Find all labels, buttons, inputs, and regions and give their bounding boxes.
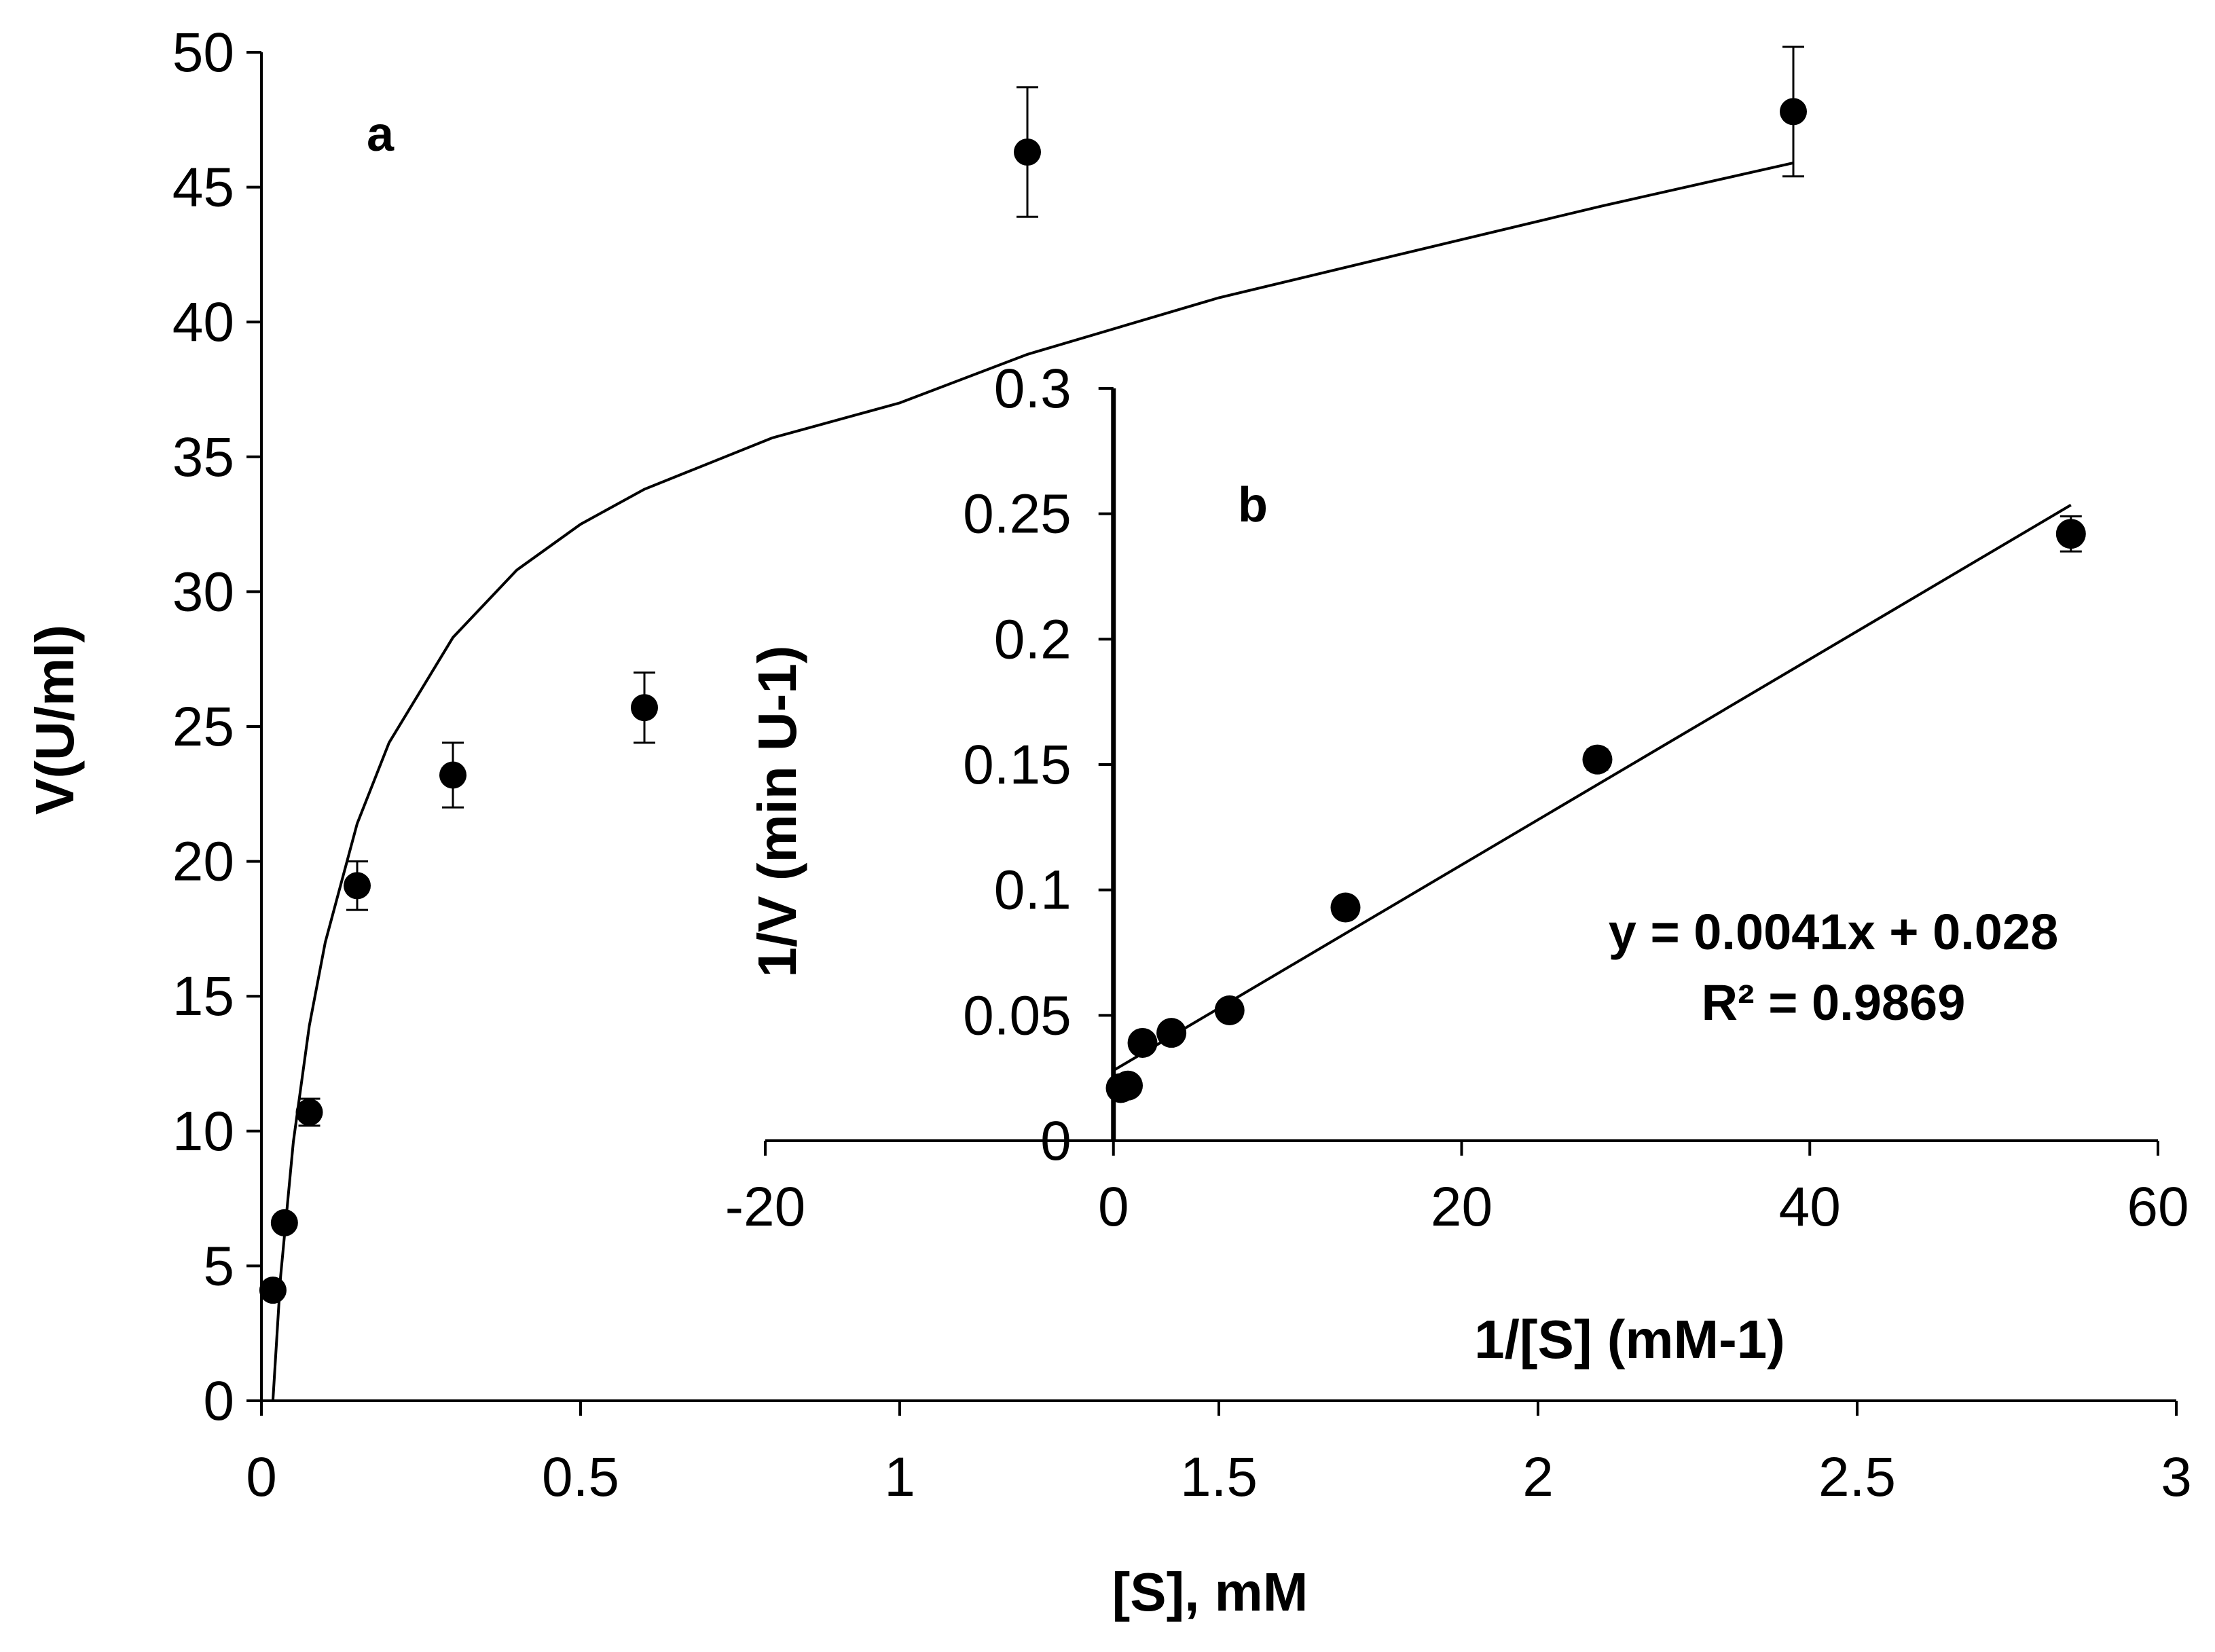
panel-a-points bbox=[259, 45, 1807, 1304]
panel-a-y-tick-label: 0 bbox=[203, 1370, 234, 1432]
panel-a-y-tick-label: 45 bbox=[172, 157, 234, 219]
panel-b-y-tick-label: 0.05 bbox=[963, 985, 1072, 1046]
panel-b-data-point bbox=[1214, 995, 1245, 1025]
panel-a-data-point bbox=[295, 1098, 323, 1126]
panel-b-x-tick-label: 40 bbox=[1779, 1176, 1841, 1238]
panel-b-x-tick-label: 0 bbox=[1098, 1176, 1129, 1238]
panel-a-x-tick-label: 0 bbox=[246, 1446, 277, 1508]
panel-a-ticks: 0 5 10 15 20 25 30 35 40 45 50 0 0.5 1 1.5 2 2.5 3 bbox=[172, 22, 2192, 1508]
panel-b-x-axis-title: 1/[S] (mM-1) bbox=[1474, 1309, 1785, 1370]
panel-a-data-point bbox=[1780, 98, 1807, 126]
panel-a-data-point bbox=[344, 872, 371, 900]
panel-b-trendline bbox=[1112, 504, 2072, 1072]
panel-b-x-tick-label: 60 bbox=[2127, 1176, 2189, 1238]
panel-a-data-point bbox=[439, 761, 466, 789]
panel-b-y-tick-label: 0.1 bbox=[994, 860, 1072, 921]
panel-a-x-tick-label: 1 bbox=[884, 1446, 915, 1508]
panel-b-data-point bbox=[2055, 519, 2086, 549]
panel-a-y-tick-label: 25 bbox=[172, 696, 234, 758]
panel-b-y-axis-title: 1/V (min U-1) bbox=[747, 646, 807, 978]
panel-a-y-tick-label: 30 bbox=[172, 561, 234, 623]
panel-a-y-tick-label: 10 bbox=[172, 1101, 234, 1162]
panel-a: 0 5 10 15 20 25 30 35 40 45 50 0 0.5 1 1.5 2 2.5 3 a [S],… bbox=[24, 22, 2192, 1622]
panel-a-data-point bbox=[259, 1277, 287, 1304]
panel-b-y-tick-label: 0.3 bbox=[994, 358, 1072, 420]
panel-b-data-point bbox=[1113, 1070, 1143, 1101]
trendline-equation: y = 0.0041x + 0.028 bbox=[1609, 904, 2059, 960]
panel-b-inset: 00.050.10.150.20.250.3-20 0 20 40 60 b y = 0… bbox=[725, 358, 2189, 1370]
panel-b-data-point bbox=[1156, 1018, 1187, 1048]
panel-b-label: b bbox=[1238, 478, 1268, 532]
panel-a-data-point bbox=[631, 694, 658, 722]
panel-a-y-tick-label: 15 bbox=[172, 966, 234, 1027]
panel-b-x-tick-label: 20 bbox=[1431, 1176, 1493, 1238]
panel-a-fit-curve bbox=[271, 161, 1794, 1401]
panel-a-data-point bbox=[270, 1209, 298, 1236]
panel-b-y-tick-label: 0.15 bbox=[963, 734, 1072, 796]
panel-b-ticks: 00.050.10.150.20.250.3-20 0 20 40 60 bbox=[725, 358, 2189, 1238]
panel-a-x-tick-label: 2 bbox=[1522, 1446, 1554, 1508]
panel-a-x-tick-label: 0.5 bbox=[542, 1446, 619, 1508]
panel-a-label: a bbox=[367, 107, 395, 162]
panel-b-y-tick-label: 0.25 bbox=[963, 483, 1072, 545]
panel-a-y-tick-label: 35 bbox=[172, 426, 234, 488]
panel-a-x-tick-label: 1.5 bbox=[1180, 1446, 1258, 1508]
panel-b-data-point bbox=[1330, 892, 1361, 923]
panel-b-data-point bbox=[1127, 1027, 1158, 1058]
panel-b-x-tick-label: -20 bbox=[725, 1176, 806, 1238]
panel-b-points bbox=[1105, 515, 2086, 1103]
panel-b-y-tick-label: 0.2 bbox=[994, 608, 1072, 670]
panel-a-y-axis-title: V(U/ml) bbox=[24, 625, 85, 815]
panel-a-y-tick-label: 50 bbox=[172, 22, 234, 84]
panel-a-data-point bbox=[1014, 138, 1041, 166]
trendline-r-squared: R² = 0.9869 bbox=[1702, 974, 1966, 1031]
panel-a-y-tick-label: 5 bbox=[203, 1235, 234, 1297]
panel-a-x-tick-label: 3 bbox=[2161, 1446, 2192, 1508]
panel-a-y-tick-label: 20 bbox=[172, 831, 234, 893]
panel-a-x-axis-title: [S], mM bbox=[1112, 1562, 1308, 1622]
panel-b-data-point bbox=[1582, 744, 1613, 775]
panel-a-x-tick-label: 2.5 bbox=[1818, 1446, 1896, 1508]
panel-a-y-tick-label: 40 bbox=[172, 291, 234, 353]
